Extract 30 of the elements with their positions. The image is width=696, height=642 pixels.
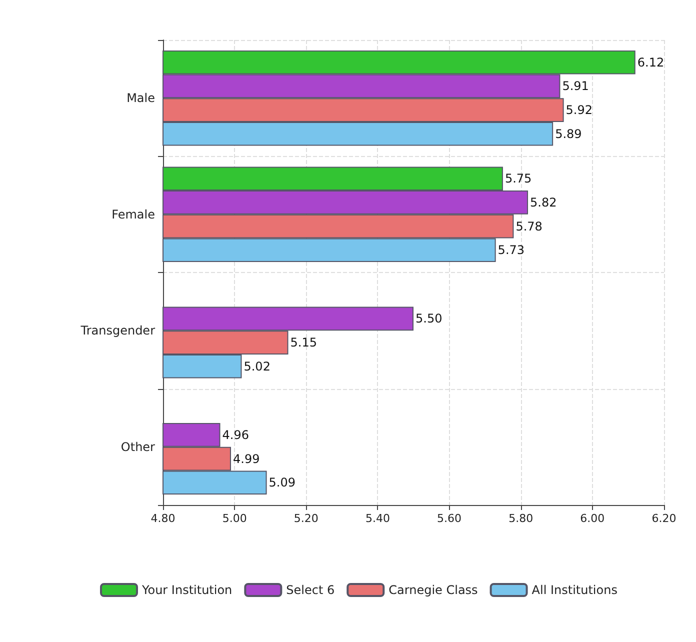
data-label: 5.89 [555,126,582,141]
x-tick-label: 5.00 [222,512,247,525]
legend-label: Carnegie Class [388,583,478,597]
legend-label: All Institutions [532,583,618,597]
legend-label: Your Institution [141,583,232,597]
data-label: 5.92 [566,103,593,118]
data-label: 5.78 [516,219,542,234]
x-tick-label: 5.20 [294,512,318,525]
y-tick-label: Female [112,207,155,222]
data-label: 4.96 [222,428,249,442]
x-tick-label: 5.40 [365,512,390,525]
data-label: 5.50 [416,312,442,326]
legend-label: Select 6 [286,583,335,597]
data-label: 5.75 [504,172,532,186]
data-label: 5.73 [498,243,525,258]
x-tick-label: 6.00 [580,512,605,525]
y-tick-label: Transgender [80,324,156,338]
data-label: 5.91 [562,79,589,94]
data-label: 5.15 [290,336,317,350]
y-tick-label: Other [120,440,156,454]
x-tick-label: 5.60 [437,512,462,525]
data-label: 6.12 [637,55,664,70]
data-label: 5.09 [268,476,296,490]
data-label: 5.82 [530,195,557,210]
y-tick-label: Male [126,91,155,106]
data-label: 4.99 [232,452,260,466]
x-tick-label: 6.20 [652,512,676,525]
x-tick-label: 5.80 [508,512,534,525]
x-tick-label: 4.80 [150,512,176,525]
data-label: 5.02 [244,359,270,374]
